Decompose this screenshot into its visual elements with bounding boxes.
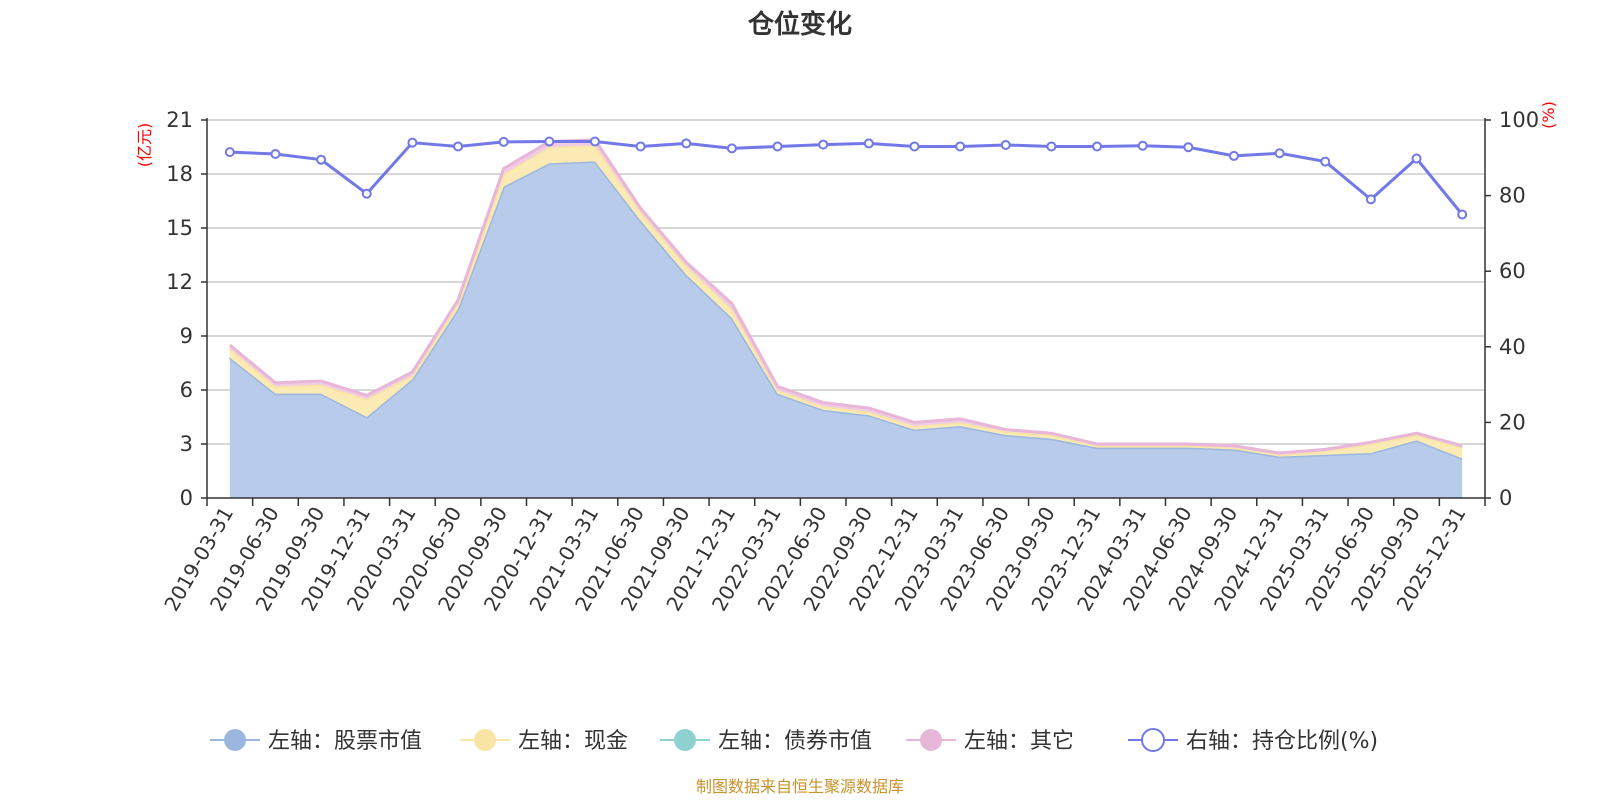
ratio-point — [1457, 209, 1468, 220]
left-tick-label: 18 — [166, 162, 193, 186]
ratio-point — [681, 138, 692, 149]
ratio-point — [909, 141, 920, 152]
ratio-point — [1320, 156, 1331, 167]
ratio-point — [1000, 139, 1011, 150]
ratio-line-path — [229, 140, 1464, 216]
right-tick-label: 100 — [1499, 108, 1539, 132]
ratio-point — [589, 136, 600, 147]
legend-label: 左轴：股票市值 — [268, 729, 422, 754]
ratio-point — [1137, 140, 1148, 151]
ratio-point — [270, 149, 281, 160]
right-tick-label: 0 — [1499, 486, 1512, 510]
right-axis-unit: (%) — [1539, 101, 1558, 129]
right-tick-label: 40 — [1499, 335, 1526, 359]
ratio-point — [1365, 194, 1376, 205]
area-左轴：股票市值 — [229, 161, 1463, 498]
legend-label: 右轴：持仓比例(%) — [1186, 729, 1378, 754]
ratio-point — [1183, 142, 1194, 153]
data-source-note: 制图数据来自恒生聚源数据库 — [696, 777, 904, 796]
ratio-point — [818, 139, 829, 150]
ratio-point — [635, 141, 646, 152]
ratio-point — [407, 137, 418, 148]
axes: 0369121518210204060801002019-03-312019-0… — [159, 108, 1539, 615]
legend-marker — [674, 729, 696, 751]
ratio-point — [498, 136, 509, 147]
left-tick-label: 6 — [180, 378, 193, 402]
ratio-point — [361, 188, 372, 199]
ratio-point — [1274, 148, 1285, 159]
ratio-point — [955, 141, 966, 152]
ratio-point — [544, 136, 555, 147]
left-tick-label: 15 — [166, 216, 193, 240]
right-tick-label: 80 — [1499, 184, 1526, 208]
ratio-point — [316, 154, 327, 165]
left-axis-unit: (亿元) — [135, 123, 154, 168]
ratio-point — [453, 141, 464, 152]
left-tick-label: 3 — [180, 432, 193, 456]
legend-marker — [920, 729, 942, 751]
ratio-point — [726, 143, 737, 154]
legend-label: 左轴：债券市值 — [718, 729, 872, 754]
left-tick-label: 12 — [166, 270, 193, 294]
ratio-point — [1046, 141, 1057, 152]
right-tick-label: 60 — [1499, 259, 1526, 283]
left-tick-label: 9 — [180, 324, 193, 348]
stacked-areas — [228, 138, 1463, 498]
legend: 左轴：股票市值 左轴：现金 左轴：债券市值 左轴：其它 右轴：持仓比例(%) — [210, 728, 1378, 754]
left-tick-label: 0 — [180, 486, 193, 510]
left-tick-label: 21 — [166, 108, 193, 132]
chart-title: 仓位变化 — [747, 9, 852, 40]
legend-marker — [1141, 728, 1165, 752]
ratio-point — [863, 138, 874, 149]
ratio-point — [1092, 141, 1103, 152]
ratio-point — [224, 147, 235, 158]
legend-marker — [224, 729, 246, 751]
legend-label: 左轴：其它 — [964, 729, 1074, 754]
ratio-point — [1411, 153, 1422, 164]
ratio-point — [772, 141, 783, 152]
legend-label: 左轴：现金 — [518, 729, 628, 754]
area-line-左轴：其它 — [228, 138, 1463, 455]
right-tick-label: 20 — [1499, 410, 1526, 434]
ratio-point — [1228, 150, 1239, 161]
holding-ratio-line — [224, 136, 1468, 220]
legend-marker — [474, 729, 496, 751]
